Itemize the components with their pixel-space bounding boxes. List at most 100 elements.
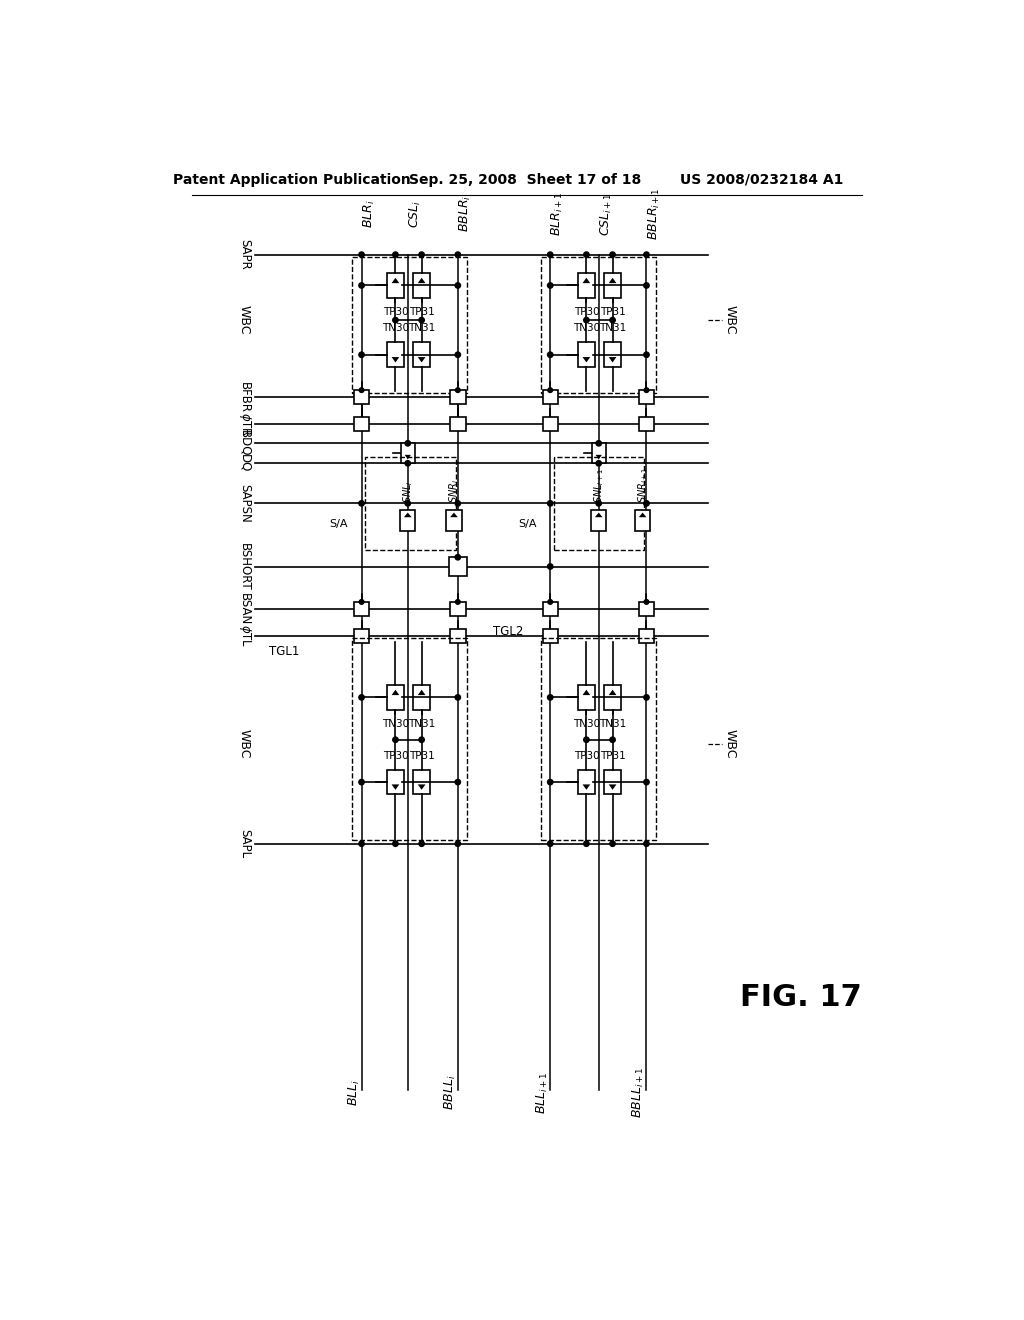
- Circle shape: [455, 500, 461, 506]
- Bar: [352, 638, 467, 840]
- Text: $SNL_{i+1}$: $SNL_{i+1}$: [592, 469, 605, 503]
- Text: BFBR: BFBR: [238, 381, 251, 413]
- Circle shape: [455, 352, 461, 358]
- Text: Sep. 25, 2008  Sheet 17 of 18: Sep. 25, 2008 Sheet 17 of 18: [409, 173, 641, 187]
- Bar: [366, 457, 456, 549]
- Circle shape: [548, 779, 553, 785]
- Text: $BLL_i$: $BLL_i$: [346, 1078, 361, 1106]
- Bar: [541, 638, 655, 840]
- Text: SAPSN: SAPSN: [238, 484, 251, 523]
- Circle shape: [456, 599, 460, 605]
- Circle shape: [644, 352, 649, 358]
- Circle shape: [548, 352, 553, 358]
- Bar: [591, 510, 606, 531]
- Text: TP30: TP30: [383, 751, 409, 760]
- Bar: [387, 685, 403, 710]
- Circle shape: [358, 252, 365, 257]
- Polygon shape: [391, 689, 399, 696]
- Polygon shape: [391, 784, 399, 789]
- Text: $SNR_{i+1}$: $SNR_{i+1}$: [636, 467, 649, 503]
- Circle shape: [584, 737, 589, 742]
- Text: $BBLL_i$: $BBLL_i$: [442, 1074, 458, 1110]
- Circle shape: [584, 841, 589, 846]
- Bar: [413, 342, 430, 367]
- Circle shape: [610, 252, 615, 257]
- Polygon shape: [595, 512, 602, 517]
- Polygon shape: [404, 455, 411, 459]
- Bar: [387, 770, 403, 795]
- Circle shape: [548, 252, 553, 257]
- Polygon shape: [608, 277, 616, 284]
- Text: $BLL_{i+1}$: $BLL_{i+1}$: [536, 1072, 550, 1114]
- Text: $\phi$TL: $\phi$TL: [237, 624, 253, 648]
- Circle shape: [456, 388, 460, 392]
- Polygon shape: [608, 358, 616, 363]
- Polygon shape: [418, 358, 425, 363]
- Circle shape: [596, 441, 601, 446]
- Bar: [543, 628, 558, 643]
- Text: $\phi$TR: $\phi$TR: [237, 412, 253, 437]
- Circle shape: [548, 694, 553, 700]
- Circle shape: [359, 599, 364, 605]
- Polygon shape: [391, 358, 399, 363]
- Circle shape: [584, 317, 589, 323]
- Circle shape: [358, 282, 365, 288]
- Circle shape: [644, 282, 649, 288]
- Bar: [413, 770, 430, 795]
- Text: SAPL: SAPL: [238, 829, 251, 858]
- Bar: [354, 628, 370, 643]
- Text: TP31: TP31: [409, 308, 434, 317]
- Circle shape: [644, 841, 649, 846]
- Bar: [604, 342, 621, 367]
- Polygon shape: [583, 689, 590, 696]
- Bar: [413, 685, 430, 710]
- Text: $CSL_i$: $CSL_i$: [408, 199, 423, 228]
- Text: DQ: DQ: [238, 454, 251, 473]
- Circle shape: [455, 779, 461, 785]
- Bar: [400, 510, 416, 531]
- Text: BSAN: BSAN: [238, 593, 251, 624]
- Bar: [592, 444, 605, 463]
- Polygon shape: [418, 689, 425, 696]
- Bar: [354, 417, 370, 430]
- Bar: [451, 417, 466, 430]
- Polygon shape: [583, 277, 590, 284]
- Bar: [543, 391, 558, 404]
- Bar: [639, 417, 654, 430]
- Circle shape: [644, 252, 649, 257]
- Text: FIG. 17: FIG. 17: [739, 983, 861, 1012]
- Text: SAPR: SAPR: [238, 239, 251, 271]
- Bar: [639, 602, 654, 615]
- Circle shape: [406, 441, 411, 446]
- Circle shape: [419, 317, 424, 323]
- Circle shape: [548, 599, 553, 605]
- Bar: [543, 602, 558, 615]
- Polygon shape: [583, 358, 590, 363]
- Text: TP30: TP30: [383, 308, 409, 317]
- Bar: [639, 628, 654, 643]
- Text: TN30: TN30: [572, 719, 600, 729]
- Polygon shape: [583, 784, 590, 789]
- Circle shape: [644, 694, 649, 700]
- Polygon shape: [391, 277, 399, 284]
- Bar: [554, 457, 644, 549]
- Text: TN30: TN30: [572, 323, 600, 333]
- Text: TGL1: TGL1: [269, 644, 300, 657]
- Bar: [354, 391, 370, 404]
- Circle shape: [359, 388, 364, 392]
- Text: WBC: WBC: [238, 729, 251, 759]
- Text: TN30: TN30: [382, 719, 409, 729]
- Polygon shape: [608, 689, 616, 696]
- Text: TP31: TP31: [600, 308, 626, 317]
- Circle shape: [644, 599, 649, 605]
- Text: TN31: TN31: [408, 719, 435, 729]
- Circle shape: [455, 252, 461, 257]
- Text: $SNR_i$: $SNR_i$: [447, 479, 461, 503]
- Circle shape: [358, 779, 365, 785]
- Circle shape: [644, 500, 649, 506]
- Bar: [604, 273, 621, 298]
- Circle shape: [358, 841, 365, 846]
- Text: Patent Application Publication: Patent Application Publication: [173, 173, 411, 187]
- Circle shape: [393, 317, 398, 323]
- Circle shape: [610, 737, 615, 742]
